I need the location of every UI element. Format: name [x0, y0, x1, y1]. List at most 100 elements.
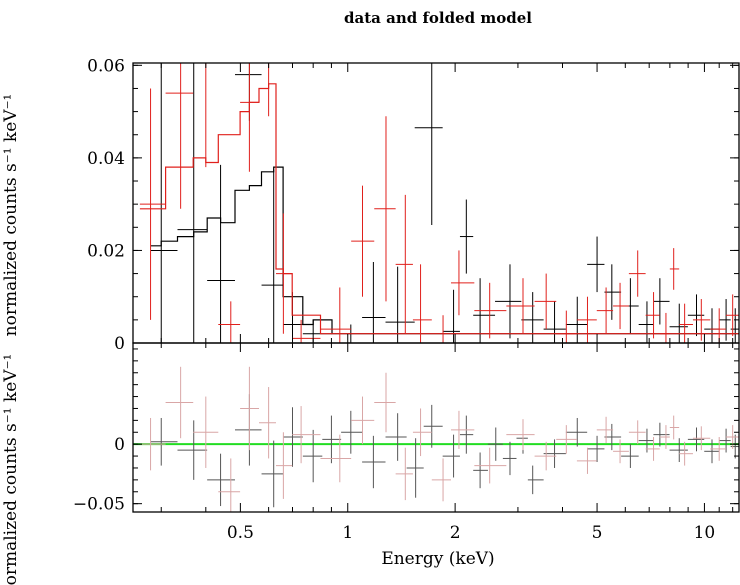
data-point — [659, 312, 670, 343]
data-point — [710, 437, 726, 461]
x-axis-label: Energy (keV) — [381, 549, 494, 569]
data-point — [473, 452, 488, 489]
data-point — [521, 292, 544, 343]
data-point — [669, 248, 680, 290]
data-point — [139, 88, 166, 320]
data-point — [165, 63, 194, 209]
data-point — [621, 444, 639, 468]
data-point — [543, 301, 566, 343]
data-point — [474, 447, 507, 484]
data-point — [565, 296, 588, 343]
data-point — [710, 308, 726, 343]
data-point — [628, 250, 646, 297]
data-point — [556, 425, 577, 454]
data-point — [207, 164, 235, 343]
data-point — [628, 420, 646, 445]
data-point — [613, 282, 629, 330]
data-point — [139, 417, 166, 471]
data-point — [474, 282, 507, 339]
upper-y-axis-label: normalized counts s⁻¹ keV⁻¹ — [1, 94, 21, 337]
data-point — [719, 299, 731, 341]
data-point — [283, 407, 303, 467]
lower-frame — [132, 342, 740, 513]
data-point — [638, 301, 654, 343]
data-point — [653, 422, 670, 447]
data-point — [275, 213, 293, 334]
data-point — [565, 417, 588, 447]
data-point — [725, 294, 739, 337]
data-point — [679, 303, 693, 343]
data-point — [395, 194, 413, 334]
x-tick-labels: 0.5 1 2 5 10 — [227, 523, 715, 543]
x-tick-label: 5 — [592, 523, 603, 543]
data-point — [193, 396, 219, 468]
data-point — [669, 415, 680, 440]
data-point — [473, 278, 496, 343]
data-point — [645, 437, 660, 461]
data-point — [534, 441, 557, 471]
upper-panel: 0 0.02 0.04 0.06 — [87, 56, 740, 354]
data-point — [506, 419, 535, 451]
lower-plot-area — [133, 366, 739, 512]
x-tick-label: 0.5 — [227, 523, 254, 543]
data-point — [431, 458, 451, 502]
data-point — [487, 427, 503, 461]
data-point — [576, 447, 597, 474]
y-tick-label: 0 — [114, 334, 125, 354]
data-point — [320, 287, 352, 343]
x-tick-label: 10 — [694, 523, 716, 543]
data-point — [725, 425, 739, 449]
data-point — [218, 458, 241, 512]
data-point — [543, 439, 566, 468]
data-point — [261, 169, 284, 343]
upper-plot-area — [139, 63, 739, 343]
data-point — [719, 428, 731, 453]
data-point — [234, 63, 262, 121]
data-point — [165, 366, 194, 439]
chart-title: data and folded model — [344, 9, 532, 27]
data-point — [414, 63, 443, 225]
data-point — [259, 387, 276, 459]
data-point — [587, 435, 605, 463]
data-point — [692, 299, 711, 341]
data-point — [240, 366, 260, 451]
data-point — [659, 425, 670, 449]
data-point — [362, 435, 386, 489]
data-point — [653, 278, 670, 325]
data-point — [302, 429, 323, 483]
data-point — [587, 236, 605, 293]
data-point — [412, 264, 432, 343]
x-tick-label: 2 — [450, 523, 461, 543]
data-point — [431, 315, 451, 343]
data-point — [150, 63, 178, 343]
data-point — [292, 406, 321, 464]
data-point — [527, 465, 544, 495]
data-point — [679, 441, 693, 466]
data-point — [218, 301, 241, 343]
upper-frame — [132, 62, 740, 344]
data-point — [322, 415, 342, 464]
data-point — [261, 440, 284, 508]
data-point — [596, 416, 614, 443]
data-point — [495, 264, 522, 339]
data-point — [442, 289, 460, 343]
y-tick-label: 0.02 — [87, 241, 125, 261]
data-point — [459, 199, 474, 274]
data-point — [576, 296, 597, 343]
x-tick-label: 1 — [342, 523, 353, 543]
data-point — [704, 439, 720, 464]
data-point — [502, 441, 517, 476]
data-point — [177, 63, 208, 343]
data-point — [596, 287, 614, 334]
data-point — [234, 394, 262, 466]
y-tick-label: 0.04 — [87, 149, 125, 169]
data-point — [423, 404, 443, 448]
data-point — [292, 319, 321, 343]
data-point — [362, 262, 386, 343]
lower-panel: 0 −0.05 — [73, 342, 740, 515]
data-point — [385, 266, 415, 343]
data-point — [534, 273, 557, 330]
data-point — [275, 432, 293, 499]
data-point — [450, 250, 475, 316]
